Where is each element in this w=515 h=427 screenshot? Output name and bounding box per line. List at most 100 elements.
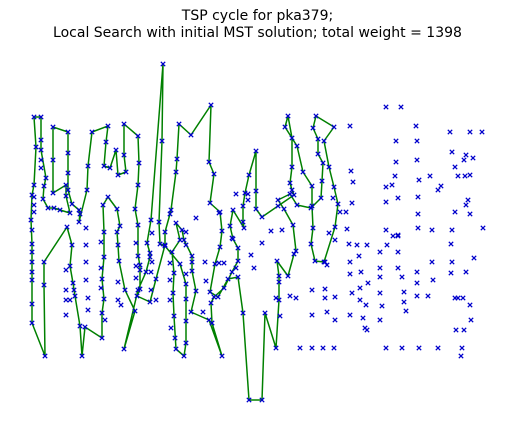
city-marker [312, 258, 318, 264]
city-marker [167, 260, 173, 266]
city-marker [172, 335, 178, 341]
city-marker [468, 317, 474, 323]
city-marker [133, 263, 139, 269]
city-marker [45, 205, 51, 211]
city-marker [100, 202, 106, 208]
city-marker [229, 269, 235, 275]
city-marker [211, 294, 217, 300]
city-marker [399, 274, 405, 280]
city-marker [398, 104, 404, 110]
city-marker [354, 242, 360, 248]
city-marker [268, 228, 274, 234]
city-marker [89, 129, 95, 135]
city-marker [173, 346, 179, 352]
city-marker [289, 164, 295, 170]
city-marker [331, 184, 337, 190]
city-marker [348, 168, 354, 174]
city-marker [63, 193, 69, 199]
city-marker [377, 274, 383, 280]
city-marker [148, 217, 154, 223]
city-marker [262, 310, 268, 316]
city-marker [132, 206, 138, 212]
city-marker [259, 240, 265, 246]
city-marker [346, 241, 352, 247]
city-marker [219, 353, 225, 359]
city-marker [200, 309, 206, 315]
city-marker [67, 263, 73, 269]
city-marker [389, 182, 395, 188]
city-marker [414, 269, 420, 275]
city-marker [319, 178, 325, 184]
city-marker [208, 300, 214, 306]
city-marker [176, 121, 182, 127]
city-marker [332, 224, 338, 230]
city-marker [41, 282, 47, 288]
city-marker [157, 241, 163, 247]
city-marker [181, 237, 187, 243]
city-marker [216, 210, 222, 216]
city-layer [28, 61, 486, 403]
city-marker [460, 295, 466, 301]
city-marker [479, 129, 485, 135]
city-marker [84, 187, 90, 193]
city-marker [177, 237, 183, 243]
city-marker [383, 184, 389, 190]
city-marker [233, 265, 239, 271]
city-marker [293, 295, 299, 301]
city-marker [170, 290, 176, 296]
city-marker [123, 169, 129, 175]
city-marker [467, 172, 473, 178]
city-marker [114, 206, 120, 212]
city-marker [241, 225, 247, 231]
city-marker [40, 196, 46, 202]
city-marker [133, 240, 139, 246]
city-marker [276, 279, 282, 285]
city-marker [414, 293, 420, 299]
city-marker [320, 160, 326, 166]
city-marker [401, 289, 407, 295]
city-marker [105, 194, 111, 200]
city-marker [331, 345, 337, 351]
city-marker [31, 194, 37, 200]
city-marker [29, 259, 35, 265]
city-marker [449, 259, 455, 265]
city-marker [274, 258, 280, 264]
city-marker [211, 171, 217, 177]
city-marker [143, 269, 149, 275]
city-marker [251, 265, 257, 271]
city-marker [240, 219, 246, 225]
city-marker [219, 228, 225, 234]
city-marker [390, 233, 396, 239]
city-marker [79, 353, 85, 359]
city-marker [221, 285, 227, 291]
city-marker [188, 309, 194, 315]
city-marker [115, 279, 121, 285]
city-marker [174, 156, 180, 162]
city-marker [414, 157, 420, 163]
city-marker [429, 227, 435, 233]
city-marker [377, 317, 383, 323]
city-marker [29, 320, 35, 326]
city-marker [322, 286, 328, 292]
city-marker [377, 290, 383, 296]
city-marker [363, 302, 369, 308]
city-marker [101, 229, 107, 235]
city-marker [67, 297, 73, 303]
city-marker [102, 317, 108, 323]
city-marker [137, 262, 143, 268]
city-marker [77, 211, 83, 217]
city-marker [85, 295, 91, 301]
city-marker [99, 310, 105, 316]
city-marker [384, 242, 390, 248]
city-marker [38, 114, 44, 120]
city-marker [395, 249, 401, 255]
city-marker [38, 137, 44, 143]
city-marker [98, 265, 104, 271]
city-marker [63, 312, 69, 318]
city-marker [221, 260, 227, 266]
city-marker [435, 345, 441, 351]
city-marker [364, 327, 370, 333]
city-marker [245, 191, 251, 197]
